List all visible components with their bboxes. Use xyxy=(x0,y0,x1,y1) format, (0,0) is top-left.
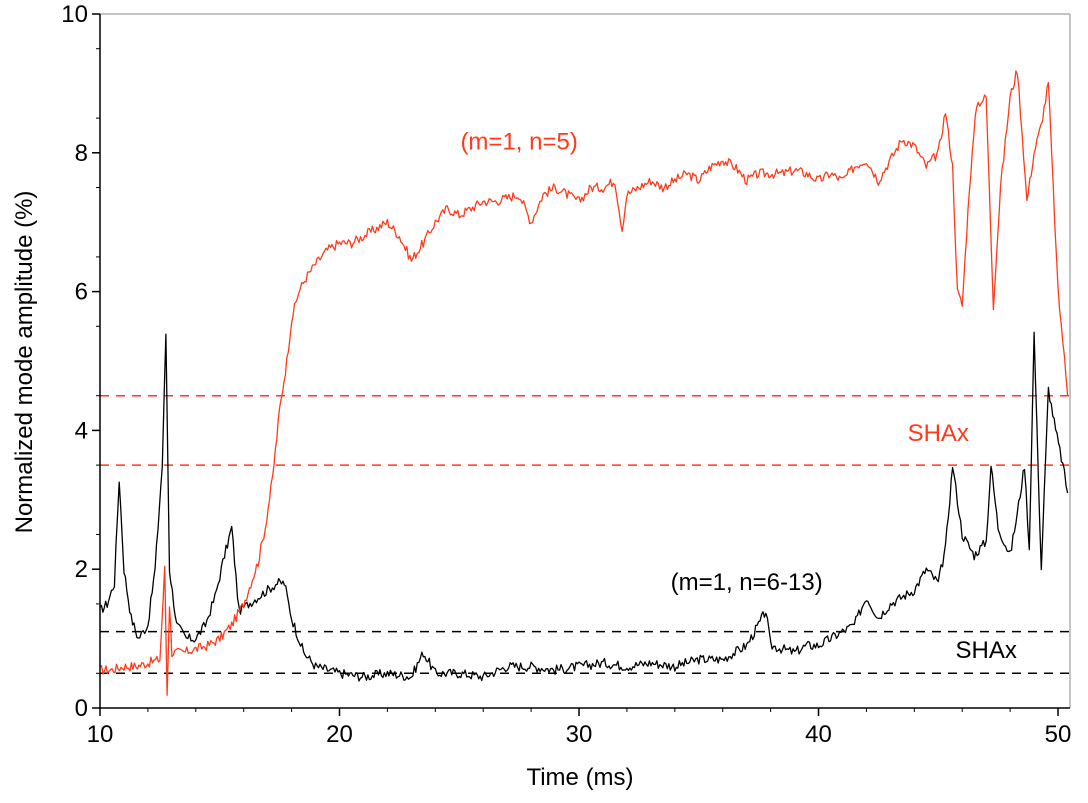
annotation-label: (m=1, n=6-13) xyxy=(671,569,823,596)
plot-frame xyxy=(100,13,1071,708)
x-tick-label: 40 xyxy=(805,721,832,748)
y-tick-label: 10 xyxy=(61,1,88,28)
y-axis-label: Normalized mode amplitude (%) xyxy=(11,191,38,534)
annotations: (m=1, n=5) SHAx (m=1, n=6-13) SHAx xyxy=(460,128,1016,664)
x-tick-label: 50 xyxy=(1045,721,1072,748)
x-tick-label: 30 xyxy=(566,721,593,748)
annotation-label: (m=1, n=5) xyxy=(460,128,577,155)
y-tick-label: 0 xyxy=(75,695,88,722)
y-tick-label: 2 xyxy=(75,556,88,583)
axes: 10 20 30 40 50 0 2 4 6 8 10 xyxy=(61,1,1071,748)
series-line xyxy=(99,331,1069,682)
y-tick-label: 6 xyxy=(75,279,88,306)
x-tick-label: 20 xyxy=(326,721,353,748)
annotation-label: SHAx xyxy=(955,637,1016,664)
x-tick-label: 10 xyxy=(87,721,114,748)
y-tick-label: 8 xyxy=(75,140,88,167)
reference-lines xyxy=(100,394,1070,675)
y-tick-label: 4 xyxy=(75,417,88,444)
annotation-label: SHAx xyxy=(908,420,969,447)
series-line xyxy=(99,70,1069,696)
x-axis-label: Time (ms) xyxy=(526,764,633,791)
series-layer xyxy=(99,70,1069,696)
